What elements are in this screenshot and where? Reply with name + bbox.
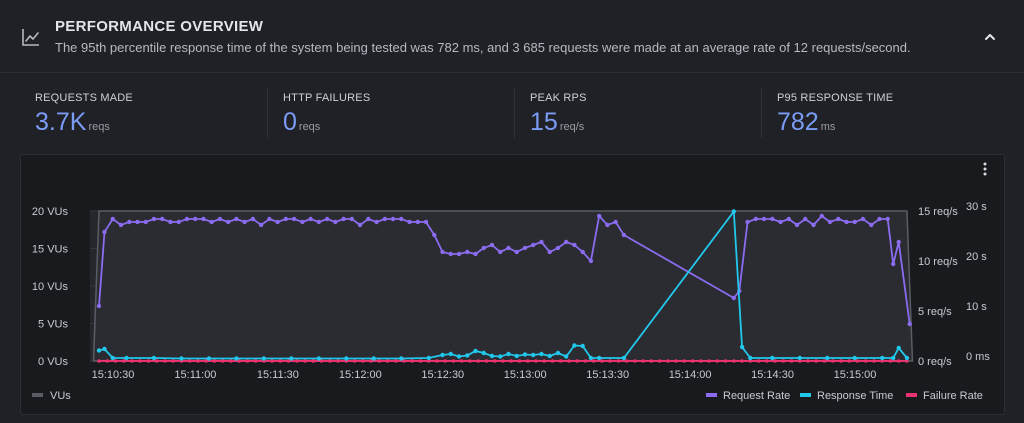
chart-container xyxy=(20,154,1005,415)
stat-value: 782 ms xyxy=(777,108,835,137)
stat-number: 782 xyxy=(777,108,819,136)
chevron-up-icon[interactable] xyxy=(981,28,999,46)
stat-number: 15 xyxy=(530,108,558,136)
stats-row: REQUESTS MADE 3.7K reqs HTTP FAILURES 0 re… xyxy=(20,88,1004,138)
kebab-menu-icon[interactable] xyxy=(976,160,994,178)
stat-http-failures: HTTP FAILURES 0 reqs xyxy=(267,88,515,138)
stat-label: P95 RESPONSE TIME xyxy=(777,92,894,104)
panel-subtitle: The 95th percentile response time of the… xyxy=(55,40,911,55)
stat-number: 3.7K xyxy=(35,108,87,136)
stat-label: PEAK RPS xyxy=(530,92,587,104)
stat-peak-rps: PEAK RPS 15 req/s xyxy=(514,88,762,138)
stat-unit: ms xyxy=(820,121,836,133)
stat-value: 3.7K reqs xyxy=(35,108,110,137)
panel-title: PERFORMANCE OVERVIEW xyxy=(55,18,264,35)
stat-p95-response-time: P95 RESPONSE TIME 782 ms xyxy=(761,88,1009,138)
stat-number: 0 xyxy=(283,108,297,136)
stat-unit: reqs xyxy=(298,121,321,133)
stat-label: HTTP FAILURES xyxy=(283,92,371,104)
stat-unit: req/s xyxy=(559,121,585,133)
stat-unit: reqs xyxy=(88,121,110,133)
stat-value: 15 req/s xyxy=(530,108,584,137)
line-chart-icon xyxy=(22,29,39,46)
stat-label: REQUESTS MADE xyxy=(35,92,133,104)
panel-header: PERFORMANCE OVERVIEW The 95th percentile… xyxy=(0,0,1024,73)
stat-value: 0 reqs xyxy=(283,108,320,137)
stat-requests-made: REQUESTS MADE 3.7K reqs xyxy=(20,88,267,138)
